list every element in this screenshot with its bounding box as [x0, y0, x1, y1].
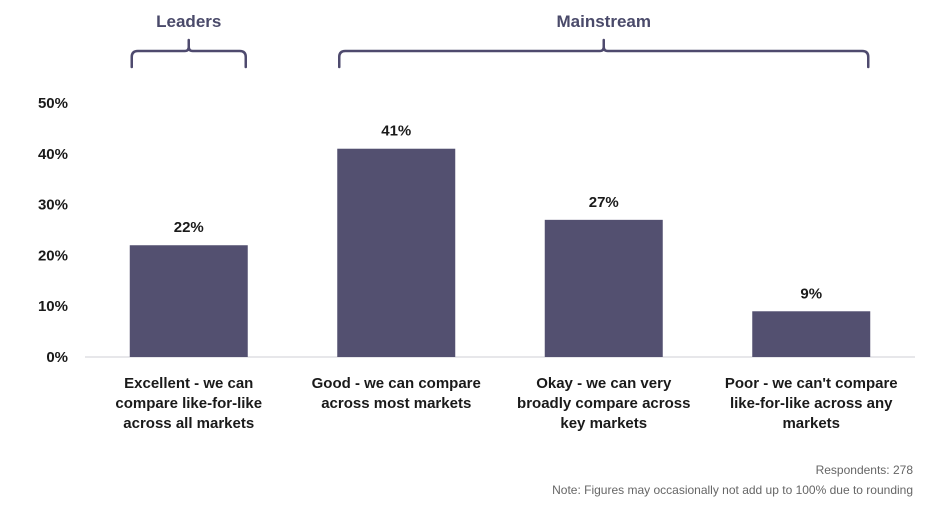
y-tick-label: 30% [38, 197, 68, 214]
bar-value-label: 22% [174, 219, 204, 236]
rounding-note: Note: Figures may occasionally not add u… [552, 483, 913, 497]
group-label: Leaders [156, 12, 221, 31]
bar [337, 148, 456, 357]
group-bracket [338, 38, 870, 69]
category-label: Good - we can compare across most markets [312, 375, 481, 412]
bar-value-label: 9% [800, 285, 822, 302]
category-label: Poor - we can't compare like-for-like acr… [725, 375, 898, 432]
y-tick-label: 40% [38, 146, 68, 163]
bar [129, 245, 248, 357]
category-label: Excellent - we can compare like-for-like a… [115, 375, 262, 432]
y-tick-label: 0% [46, 349, 68, 366]
category-label: Okay - we can very broadly compare across… [517, 375, 690, 432]
bar-value-label: 27% [589, 194, 619, 211]
y-tick-label: 20% [38, 247, 68, 264]
y-tick-label: 10% [38, 298, 68, 315]
y-tick-label: 50% [38, 95, 68, 112]
group-bracket [130, 38, 247, 69]
bar [544, 219, 663, 357]
respondents-note: Respondents: 278 [815, 463, 913, 477]
bar-value-label: 41% [381, 123, 411, 140]
group-label: Mainstream [557, 12, 651, 31]
bar [752, 311, 871, 357]
bar-chart: 0% 10% 20% 30% 40% 50% 22% 41% 27% 9% Excellent - … [38, 12, 915, 432]
